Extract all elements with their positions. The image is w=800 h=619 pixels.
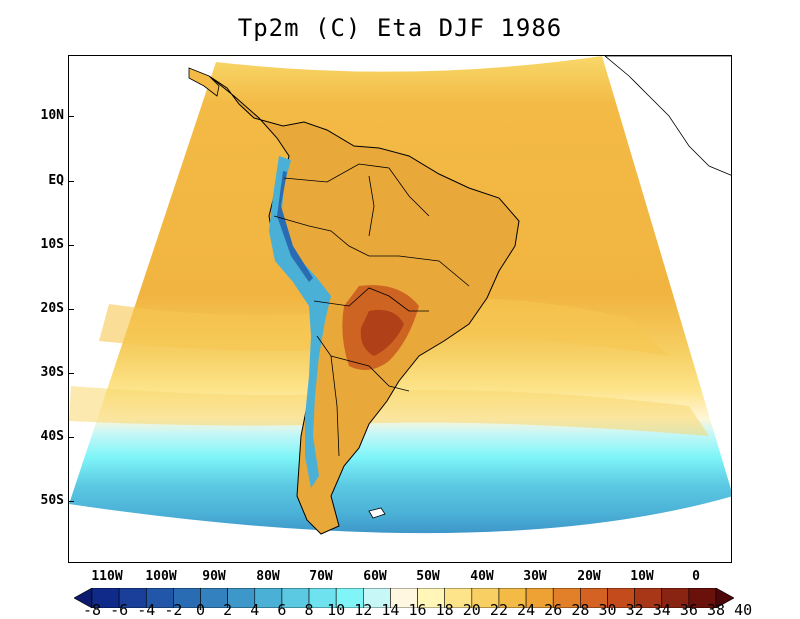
x-label-90w: 90W: [202, 569, 226, 584]
y-tick: [68, 373, 74, 374]
x-label-60w: 60W: [363, 569, 387, 584]
colorbar-label: 32: [625, 601, 644, 619]
colorbar-label: 8: [304, 601, 314, 619]
x-label-70w: 70W: [309, 569, 333, 584]
y-label-20s: 20S: [40, 301, 64, 316]
land-central-america: [188, 67, 220, 97]
colorbar-label: 16: [408, 601, 427, 619]
y-label-50s: 50S: [40, 493, 64, 508]
colorbar-label: 6: [277, 601, 287, 619]
y-tick: [68, 501, 74, 502]
x-label-40w: 40W: [470, 569, 494, 584]
colorbar-swatch: [715, 588, 734, 608]
y-tick: [68, 116, 74, 117]
y-tick: [68, 437, 74, 438]
land-africa: [604, 56, 731, 176]
colorbar-label: 28: [571, 601, 590, 619]
x-label-20w: 20W: [577, 569, 601, 584]
y-label-30s: 30S: [40, 365, 64, 380]
colorbar-label: -8: [82, 601, 102, 619]
y-label-10n: 10N: [40, 108, 64, 123]
andes-core: [277, 171, 313, 282]
y-tick: [68, 245, 74, 246]
y-tick: [68, 309, 74, 310]
colorbar-label: 4: [250, 601, 260, 619]
colorbar-label: 40: [734, 601, 753, 619]
colorbar-label: 2: [223, 601, 233, 619]
x-label-10w: 10W: [630, 569, 654, 584]
colorbar-label: 26: [544, 601, 563, 619]
colorbar-label: 20: [462, 601, 481, 619]
colorbar-label: 18: [435, 601, 454, 619]
country-borders: [273, 163, 470, 457]
x-label-50w: 50W: [416, 569, 440, 584]
x-label-110w: 110W: [91, 569, 123, 584]
falkland-islands: [368, 507, 386, 519]
x-label-0: 0: [692, 569, 700, 584]
colorbar-label: -6: [110, 601, 129, 619]
colorbar-label: 12: [354, 601, 373, 619]
colorbar-label: 14: [381, 601, 400, 619]
colorbar-label: 24: [517, 601, 536, 619]
temperature-map: [69, 56, 731, 535]
colorbar: [74, 588, 734, 608]
y-label-40s: 40S: [40, 429, 64, 444]
map-panel: [68, 55, 732, 563]
colorbar-label: 34: [652, 601, 671, 619]
map-title: Tp2m (C) Eta DJF 1986: [237, 14, 563, 42]
x-label-100w: 100W: [145, 569, 177, 584]
colorbar-label: 30: [598, 601, 617, 619]
ocean-band: [69, 386, 709, 436]
colorbar-label: 0: [196, 601, 206, 619]
colorbar-label: 36: [679, 601, 698, 619]
x-label-30w: 30W: [523, 569, 547, 584]
colorbar-label: 38: [706, 601, 726, 619]
colorbar-label: 22: [489, 601, 508, 619]
y-tick: [68, 181, 74, 182]
y-label-10s: 10S: [40, 237, 64, 252]
colorbar-label: -2: [164, 601, 183, 619]
x-label-80w: 80W: [256, 569, 280, 584]
y-label-eq: EQ: [48, 173, 64, 188]
colorbar-label: -4: [137, 601, 156, 619]
andes-strip: [269, 156, 331, 488]
colorbar-label: 10: [327, 601, 346, 619]
hot-core: [360, 309, 404, 356]
